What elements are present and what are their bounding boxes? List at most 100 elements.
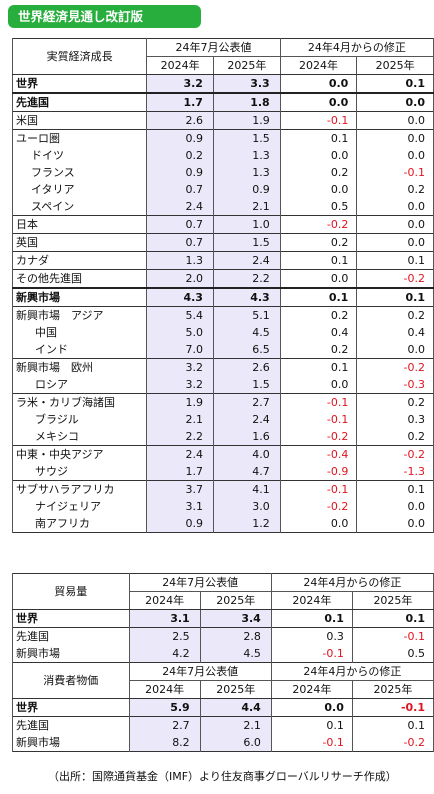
gdp-revision-2024: -0.2 (279, 498, 358, 515)
gdp-value-2024-published: 3.1 (146, 498, 214, 515)
gdp-row: ドイツ 0.2 1.3 0.0 0.0 (11, 147, 434, 164)
gdp-row-label: インド (11, 341, 148, 359)
gdp-row-label: ナイジェリア (11, 498, 148, 515)
gdp-row: ロシア 3.2 1.5 0.0 -0.3 (11, 376, 434, 394)
gdp-value-2024-published: 2.4 (146, 445, 214, 463)
gdp-value-2025-published: 3.0 (212, 498, 281, 515)
gdp-revision-2024: 0.5 (279, 198, 358, 216)
gdp-value-2025-published: 1.6 (212, 428, 281, 446)
trade-row-label: 世界 (12, 609, 130, 628)
gdp-row-label: 南アフリカ (11, 515, 148, 533)
gdp-year-3: 2024年 (279, 56, 358, 75)
gdp-value-2025-published: 4.0 (212, 445, 281, 463)
trade-row: 新興市場 4.2 4.5 -0.1 0.5 (12, 645, 434, 663)
gdp-row: 新興市場 4.3 4.3 0.1 0.1 (11, 287, 434, 307)
gdp-value-2025-published: 2.2 (212, 269, 281, 288)
trade-revision-2024: 0.3 (270, 627, 353, 645)
cpi-row: 世界 5.9 4.4 0.0 -0.1 (12, 698, 434, 717)
gdp-revision-2025: -0.2 (356, 358, 434, 376)
gdp-value-2025-published: 5.1 (212, 306, 281, 324)
gdp-row: インド 7.0 6.5 0.2 0.0 (11, 341, 434, 359)
gdp-header-group2: 24年4月からの修正 (279, 38, 434, 57)
gdp-value-2024-published: 0.7 (146, 233, 214, 252)
gdp-revision-2024: 0.0 (279, 515, 358, 533)
cpi-row-label: 世界 (12, 698, 130, 717)
cpi-value-2024-published: 5.9 (128, 698, 201, 717)
gdp-value-2024-published: 3.2 (146, 74, 214, 93)
cpi-year-3: 2024年 (270, 680, 353, 699)
gdp-row-label: サブサハラアフリカ (11, 480, 148, 498)
gdp-revision-2025: 0.2 (356, 181, 434, 198)
gdp-row-label: 中東・中央アジア (11, 445, 148, 463)
gdp-row: 米国 2.6 1.9 -0.1 0.0 (11, 111, 434, 130)
trade-value-2025-published: 4.5 (199, 645, 272, 663)
gdp-value-2025-published: 1.3 (212, 164, 281, 181)
trade-value-2025-published: 2.8 (199, 627, 272, 645)
gdp-revision-2025: 0.2 (356, 393, 434, 411)
gdp-revision-2024: -0.1 (279, 411, 358, 428)
gdp-value-2024-published: 0.2 (146, 147, 214, 164)
gdp-header-label: 実質経済成長 (11, 38, 148, 75)
gdp-value-2024-published: 5.0 (146, 324, 214, 341)
gdp-value-2024-published: 0.7 (146, 215, 214, 234)
gdp-revision-2024: 0.2 (279, 164, 358, 181)
gdp-row-label: 日本 (11, 215, 148, 234)
trade-header-label: 貿易量 (12, 573, 130, 610)
gdp-row-label: ラ米・カリブ海諸国 (11, 393, 148, 411)
gdp-value-2025-published: 2.6 (212, 358, 281, 376)
gdp-row: 新興市場 欧州 3.2 2.6 0.1 -0.2 (11, 358, 434, 376)
gdp-revision-2024: 0.1 (279, 251, 358, 270)
gdp-value-2024-published: 0.9 (146, 515, 214, 533)
gdp-row-label: ドイツ (11, 147, 148, 164)
trade-row: 世界 3.1 3.4 0.1 0.1 (12, 609, 434, 628)
trade-row-label: 先進国 (12, 627, 130, 645)
trade-year-1: 2024年 (128, 591, 201, 610)
gdp-revision-2024: 0.0 (279, 74, 358, 93)
gdp-revision-2025: -0.2 (356, 269, 434, 288)
gdp-row: ラ米・カリブ海諸国 1.9 2.7 -0.1 0.2 (11, 393, 434, 411)
gdp-revision-2025: 0.1 (356, 480, 434, 498)
cpi-header-label: 消費者物価 (12, 662, 130, 699)
gdp-revision-2025: 0.2 (356, 428, 434, 446)
gdp-year-2: 2025年 (212, 56, 281, 75)
gdp-row: 中東・中央アジア 2.4 4.0 -0.4 -0.2 (11, 445, 434, 463)
trade-value-2024-published: 2.5 (128, 627, 201, 645)
gdp-revision-2025: 0.1 (356, 251, 434, 270)
gdp-value-2024-published: 0.9 (146, 164, 214, 181)
gdp-revision-2024: 0.1 (279, 287, 358, 307)
gdp-revision-2024: 0.2 (279, 341, 358, 359)
gdp-revision-2024: 0.0 (279, 376, 358, 394)
trade-value-2024-published: 4.2 (128, 645, 201, 663)
gdp-row: 中国 5.0 4.5 0.4 0.4 (11, 324, 434, 341)
gdp-row: 日本 0.7 1.0 -0.2 0.0 (11, 215, 434, 234)
gdp-revision-2024: -0.1 (279, 111, 358, 130)
gdp-row: サウジ 1.7 4.7 -0.9 -1.3 (11, 463, 434, 481)
gdp-revision-2025: 0.0 (356, 147, 434, 164)
cpi-row-label: 先進国 (12, 716, 130, 734)
gdp-value-2025-published: 2.4 (212, 251, 281, 270)
trade-revision-2025: 0.1 (351, 609, 434, 628)
gdp-revision-2024: -0.9 (279, 463, 358, 481)
gdp-row: 英国 0.7 1.5 0.2 0.0 (11, 233, 434, 252)
gdp-revision-2024: 0.0 (279, 181, 358, 198)
gdp-revision-2025: 0.1 (356, 74, 434, 93)
gdp-value-2025-published: 1.5 (212, 376, 281, 394)
gdp-value-2025-published: 4.1 (212, 480, 281, 498)
gdp-revision-2024: 0.2 (279, 306, 358, 324)
gdp-revision-2025: 0.0 (356, 198, 434, 216)
cpi-value-2025-published: 4.4 (199, 698, 272, 717)
cpi-revision-2024: 0.1 (270, 716, 353, 734)
gdp-value-2025-published: 4.7 (212, 463, 281, 481)
trade-revision-2024: 0.1 (270, 609, 353, 628)
gdp-value-2025-published: 1.9 (212, 111, 281, 130)
gdp-row: 先進国 1.7 1.8 0.0 0.0 (11, 92, 434, 112)
gdp-revision-2025: 0.0 (356, 129, 434, 147)
gdp-value-2025-published: 1.5 (212, 233, 281, 252)
gdp-row-label: 新興市場 欧州 (11, 358, 148, 376)
gdp-revision-2024: 0.1 (279, 358, 358, 376)
gdp-revision-2025: 0.0 (356, 341, 434, 359)
gdp-value-2025-published: 6.5 (212, 341, 281, 359)
gdp-value-2025-published: 1.2 (212, 515, 281, 533)
gdp-revision-2024: -0.1 (279, 393, 358, 411)
cpi-value-2024-published: 2.7 (128, 716, 201, 734)
